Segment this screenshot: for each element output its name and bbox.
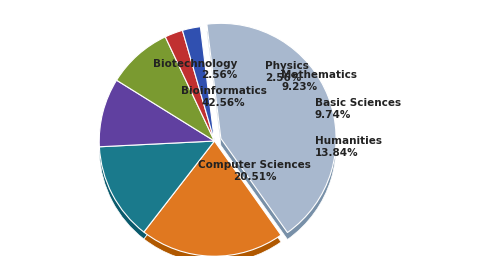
Text: Physics
2.56%: Physics 2.56% (265, 61, 309, 83)
Wedge shape (117, 37, 215, 141)
Wedge shape (207, 23, 336, 233)
Wedge shape (117, 44, 215, 148)
Text: Humanities
13.84%: Humanities 13.84% (315, 136, 381, 157)
Wedge shape (99, 80, 215, 147)
Text: Bioinformatics
42.56%: Bioinformatics 42.56% (181, 87, 266, 108)
Text: Basic Sciences
9.74%: Basic Sciences 9.74% (315, 98, 401, 120)
Wedge shape (182, 34, 215, 148)
Wedge shape (99, 87, 215, 154)
Text: Mathematics
9.23%: Mathematics 9.23% (281, 70, 357, 92)
Text: Computer Sciences
20.51%: Computer Sciences 20.51% (198, 160, 311, 182)
Wedge shape (165, 37, 215, 148)
Wedge shape (100, 148, 215, 239)
Wedge shape (182, 27, 215, 141)
Wedge shape (207, 30, 336, 240)
Wedge shape (144, 148, 281, 259)
Text: Biotechnology
2.56%: Biotechnology 2.56% (153, 59, 238, 80)
Wedge shape (165, 30, 215, 141)
Wedge shape (144, 141, 281, 256)
Wedge shape (100, 141, 215, 232)
